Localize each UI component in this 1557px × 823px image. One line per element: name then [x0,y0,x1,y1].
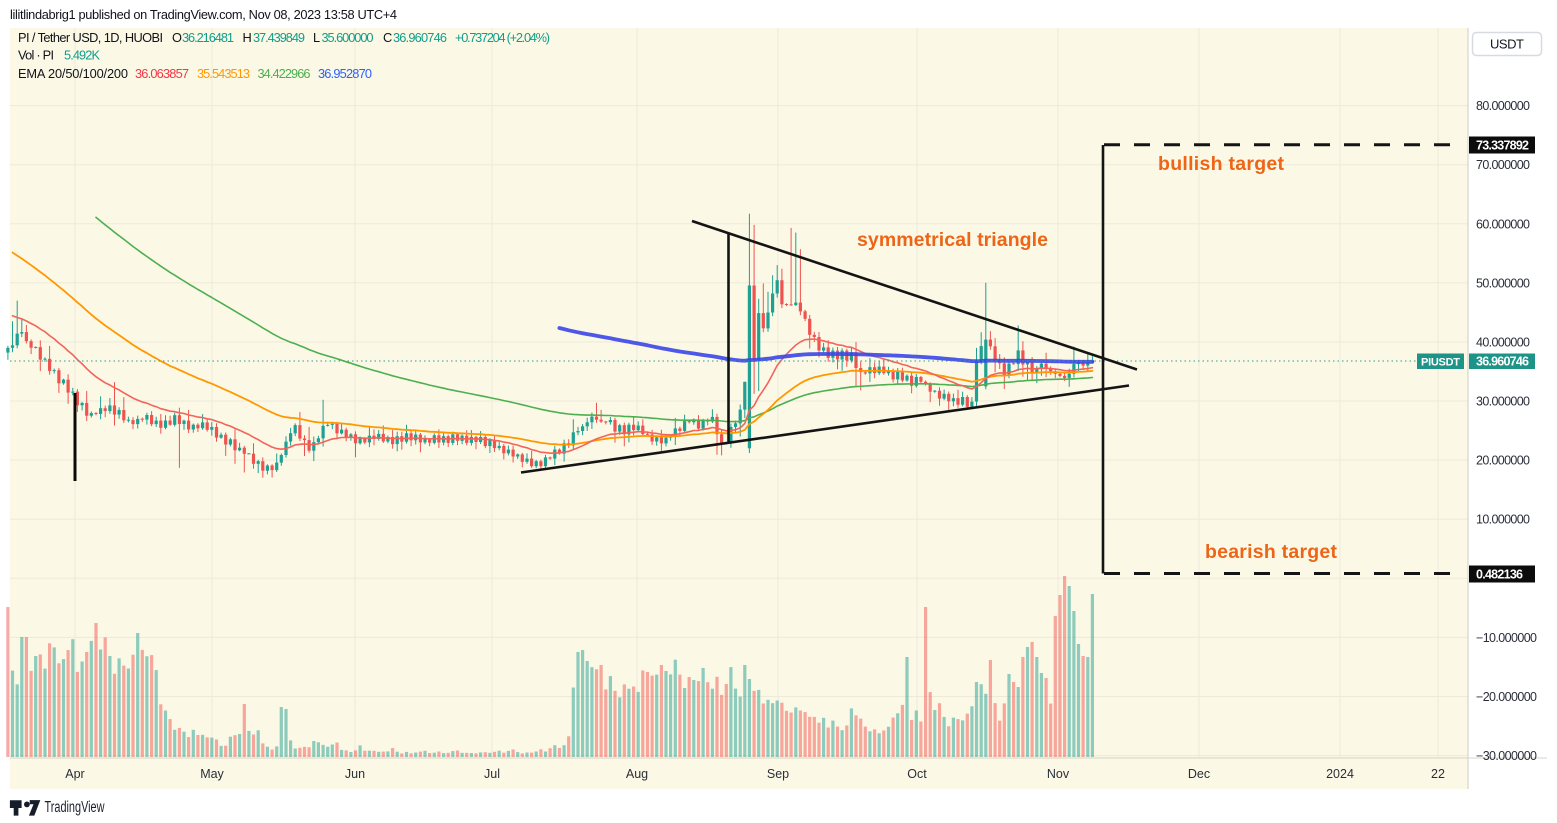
svg-text:22: 22 [1431,767,1445,781]
svg-text:35.543513: 35.543513 [197,66,250,81]
svg-text:Jul: Jul [484,767,500,781]
svg-text:TradingView: TradingView [45,799,106,816]
svg-text:−20.000000: −20.000000 [1476,690,1537,704]
svg-text:36.960746: 36.960746 [393,30,447,45]
svg-text:Nov: Nov [1047,767,1070,781]
svg-text:PI / Tether USD, 1D, HUOBI: PI / Tether USD, 1D, HUOBI [18,30,163,45]
svg-text:Jun: Jun [345,767,365,781]
svg-text:−30.000000: −30.000000 [1476,749,1537,763]
svg-text:Aug: Aug [626,767,648,781]
svg-text:73.337892: 73.337892 [1476,139,1529,153]
svg-text:lilitlindabrig1 published on T: lilitlindabrig1 published on TradingView… [10,7,397,22]
svg-text:PIUSDT: PIUSDT [1421,357,1460,369]
svg-text:30.000000: 30.000000 [1476,395,1530,409]
svg-text:35.600000: 35.600000 [322,30,374,45]
svg-text:20.000000: 20.000000 [1476,454,1530,468]
svg-text:Dec: Dec [1188,767,1210,781]
svg-text:bearish target: bearish target [1205,541,1338,563]
svg-text:10.000000: 10.000000 [1476,513,1530,527]
svg-text:36.216481: 36.216481 [182,30,234,45]
svg-text:36.952870: 36.952870 [318,66,372,81]
svg-text:5.492K: 5.492K [64,48,100,63]
svg-text:EMA 20/50/100/200: EMA 20/50/100/200 [18,66,128,81]
svg-text:60.000000: 60.000000 [1476,217,1530,231]
svg-text:Oct: Oct [907,767,927,781]
svg-text:symmetrical triangle: symmetrical triangle [857,229,1048,251]
svg-text:36.063857: 36.063857 [135,66,189,81]
svg-text:H: H [243,30,252,45]
svg-text:2024: 2024 [1326,767,1354,781]
svg-text:37.439849: 37.439849 [253,30,305,45]
svg-text:Sep: Sep [767,767,789,781]
svg-text:USDT: USDT [1490,37,1524,52]
svg-text:80.000000: 80.000000 [1476,99,1530,113]
svg-text:34.422966: 34.422966 [258,66,311,81]
svg-text:C: C [383,30,392,45]
svg-text:Apr: Apr [65,767,84,781]
svg-text:50.000000: 50.000000 [1476,276,1530,290]
svg-text:−10.000000: −10.000000 [1476,631,1537,645]
svg-text:36.960746: 36.960746 [1476,355,1529,369]
svg-text:40.000000: 40.000000 [1476,335,1530,349]
svg-text:0.482136: 0.482136 [1476,568,1523,582]
svg-text:+0.737204 (+2.04%): +0.737204 (+2.04%) [455,30,550,45]
svg-text:Vol · PI: Vol · PI [18,48,54,63]
svg-text:May: May [200,767,224,781]
svg-text:bullish target: bullish target [1158,153,1285,175]
svg-text:O: O [172,30,182,45]
svg-text:70.000000: 70.000000 [1476,158,1530,172]
svg-text:L: L [313,30,320,45]
